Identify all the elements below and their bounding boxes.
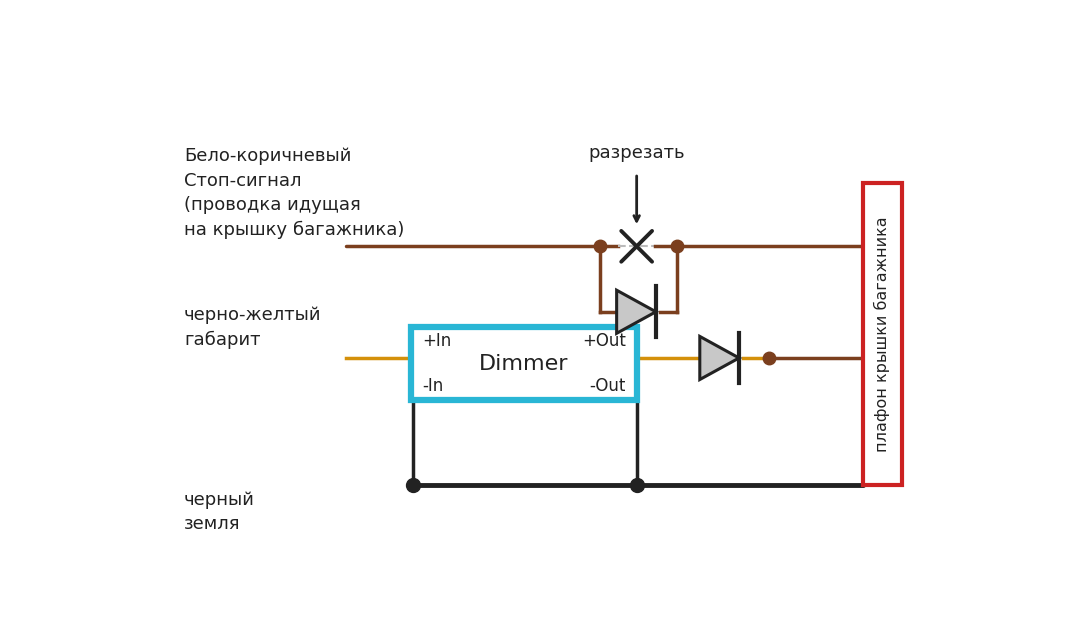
Text: -Out: -Out [590,378,626,395]
FancyBboxPatch shape [863,183,902,485]
Text: плафон крышки багажника: плафон крышки багажника [874,216,890,452]
Text: Dimmer: Dimmer [480,354,568,374]
Text: разрезать: разрезать [589,144,685,162]
Text: +Out: +Out [582,332,626,350]
Text: +In: +In [422,332,451,350]
FancyBboxPatch shape [411,327,636,401]
Polygon shape [700,337,739,379]
Text: черно-желтый
габарит: черно-желтый габарит [184,306,322,349]
Text: черный
земля: черный земля [184,491,255,533]
Text: -In: -In [422,378,443,395]
Polygon shape [617,290,656,333]
Text: Бело-коричневый
Стоп-сигнал
(проводка идущая
на крышку багажника): Бело-коричневый Стоп-сигнал (проводка ид… [184,147,404,238]
